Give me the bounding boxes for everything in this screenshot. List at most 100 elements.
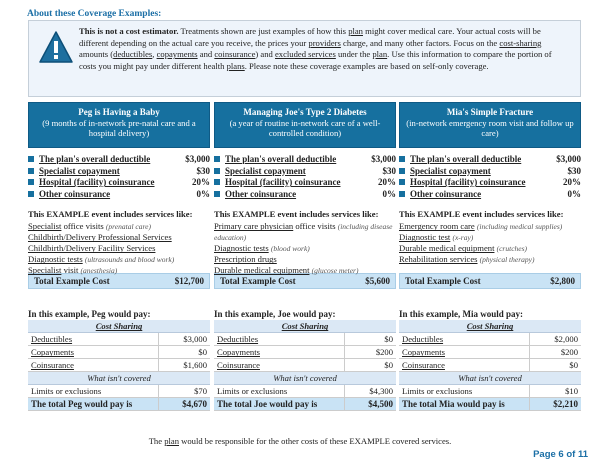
coinsurance-link[interactable]: Coinsurance (217, 360, 260, 371)
providers-link[interactable]: providers (308, 37, 341, 48)
param-other: Other coinsurance 0% (214, 189, 396, 201)
param-label[interactable]: The plan's overall deductible (399, 154, 521, 166)
service-item: Specialist office visits (prenatal care) (28, 221, 151, 232)
table-row: Deductibles $2,000 (399, 332, 581, 347)
deductibles-value: $3,000 (157, 332, 210, 347)
copayments-link[interactable]: copayments (156, 49, 198, 60)
param-value: $3,000 (185, 154, 210, 164)
pay-heading: In this example, Joe would pay: (214, 309, 336, 320)
param-value: $30 (567, 165, 582, 176)
service-link[interactable]: Diagnostic tests (28, 254, 83, 265)
service-link[interactable]: Diagnostic tests (214, 243, 269, 254)
param-label[interactable]: Specialist copayment (28, 166, 120, 178)
param-label[interactable]: Specialist copayment (399, 166, 491, 178)
table-row: Coinsurance $0 (399, 358, 581, 373)
deductibles-link[interactable]: Deductibles (31, 334, 73, 345)
cost-sharing-heading: Cost Sharing (95, 321, 143, 332)
total-label: The total Peg would pay is (28, 397, 158, 412)
service-item: Prescription drugs (214, 254, 396, 265)
service-item: Childbirth/Delivery Facility Services (28, 243, 210, 254)
param-value: $30 (382, 165, 397, 176)
param-label[interactable]: Other coinsurance (214, 189, 296, 201)
param-label[interactable]: Specialist copayment (214, 166, 306, 178)
copayments-link[interactable]: Copayments (402, 347, 445, 358)
coverage-example: Peg is Having a Baby (9 months of in-netw… (28, 102, 211, 412)
coinsurance-value: $0 (343, 358, 396, 373)
total-value: $4,500 (343, 397, 396, 412)
service-item: Durable medical equipment (glucose meter… (214, 265, 359, 276)
table-row: Limits or exclusions $70 (28, 384, 210, 399)
service-item: Rehabilitation services (physical therap… (399, 254, 535, 265)
copayments-link[interactable]: Copayments (31, 347, 74, 358)
deductibles-link[interactable]: deductibles (113, 49, 153, 60)
param-value: $30 (196, 165, 211, 176)
param-deductible: The plan's overall deductible $3,000 (214, 154, 396, 166)
service-link[interactable]: Durable medical equipment (214, 265, 310, 276)
table-row: Deductibles $0 (214, 332, 396, 347)
service-link[interactable]: Rehabilitation services (399, 254, 478, 265)
services-list: This EXAMPLE event includes services lik… (399, 209, 581, 271)
service-link[interactable]: Primary care physician (214, 221, 294, 232)
service-item: Emergency room care (including medical s… (399, 221, 563, 232)
cost-sharing-heading: Cost Sharing (466, 321, 514, 332)
services-list: This EXAMPLE event includes services lik… (214, 209, 396, 275)
service-link[interactable]: Specialist (28, 265, 62, 276)
param-label[interactable]: Other coinsurance (28, 189, 110, 201)
plan-link[interactable]: plan (348, 26, 363, 36)
param-label[interactable]: Hospital (facility) coinsurance (214, 177, 341, 189)
notice-text: This is not a cost estimator. Treatments… (79, 26, 552, 71)
service-link[interactable]: Diagnostic test (399, 232, 451, 243)
service-link[interactable]: Childbirth/Delivery Professional Service… (28, 232, 172, 243)
total-label: The total Joe would pay is (214, 397, 344, 412)
coinsurance-value: $1,600 (157, 358, 210, 373)
param-label[interactable]: Hospital (facility) coinsurance (399, 177, 526, 189)
plans-link[interactable]: plans (226, 60, 245, 71)
param-label[interactable]: The plan's overall deductible (28, 154, 150, 166)
service-item: Durable medical equipment (crutches) (399, 243, 528, 254)
cost-sharing-link[interactable]: cost-sharing (499, 37, 542, 48)
example-header: Mia's Simple Fracture (in-network emergen… (399, 102, 581, 148)
copayments-value: $0 (157, 345, 210, 360)
param-hospital: Hospital (facility) coinsurance 20% (399, 177, 581, 189)
coverage-example: Managing Joe's Type 2 Diabetes (a year of… (214, 102, 396, 412)
deductibles-link[interactable]: Deductibles (402, 334, 444, 345)
total-value: $2,210 (528, 397, 581, 412)
param-label[interactable]: Other coinsurance (399, 189, 481, 201)
total-value: $4,670 (157, 397, 210, 412)
copayments-link[interactable]: Copayments (217, 347, 260, 358)
service-link[interactable]: Durable medical equipment (399, 243, 495, 254)
plan-link[interactable]: plan (164, 436, 179, 446)
param-deductible: The plan's overall deductible $3,000 (28, 154, 210, 166)
copayments-value: $200 (528, 345, 581, 360)
param-label[interactable]: Hospital (facility) coinsurance (28, 177, 155, 189)
param-specialist: Specialist copayment $30 (214, 166, 396, 178)
warning-icon (39, 31, 73, 63)
excluded-services-link[interactable]: excluded services (274, 49, 336, 60)
param-value: 0% (567, 188, 582, 199)
param-label[interactable]: The plan's overall deductible (214, 154, 336, 166)
deductibles-link[interactable]: Deductibles (217, 334, 259, 345)
param-hospital: Hospital (facility) coinsurance 20% (214, 177, 396, 189)
table-row: Copayments $0 (28, 345, 210, 360)
not-covered-heading: What isn't covered (28, 371, 210, 386)
param-value: 20% (192, 177, 210, 188)
footer-note: The plan would be responsible for the ot… (148, 436, 452, 446)
service-link[interactable]: Specialist (28, 221, 62, 232)
coinsurance-link[interactable]: Coinsurance (31, 360, 74, 371)
total-example-cost: Total Example Cost $12,700 (28, 273, 210, 290)
cost-table: Cost Sharing Deductibles $2,000 Copayments… (399, 320, 581, 412)
not-covered-heading: What isn't covered (214, 371, 396, 386)
service-link[interactable]: Childbirth/Delivery Facility Services (28, 243, 156, 254)
table-row: Copayments $200 (214, 345, 396, 360)
cost-table: Cost Sharing Deductibles $3,000 Copayments… (28, 320, 210, 412)
service-item: Specialist visit (anesthesia) (28, 265, 118, 276)
plan-link[interactable]: plan (372, 49, 388, 60)
service-link[interactable]: Emergency room care (399, 221, 475, 232)
param-value: 0% (196, 188, 211, 199)
coinsurance-link[interactable]: Coinsurance (402, 360, 445, 371)
service-link[interactable]: Prescription drugs (214, 254, 277, 265)
example-header: Peg is Having a Baby (9 months of in-netw… (28, 102, 210, 148)
coinsurance-link[interactable]: coinsurance (214, 49, 256, 60)
notice-box: This is not a cost estimator. Treatments… (28, 20, 581, 97)
coinsurance-value: $0 (528, 358, 581, 373)
